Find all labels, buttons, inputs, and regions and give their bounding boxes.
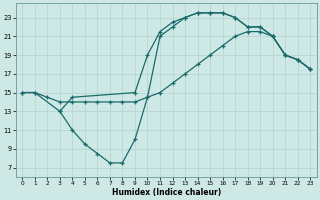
X-axis label: Humidex (Indice chaleur): Humidex (Indice chaleur) bbox=[112, 188, 221, 197]
